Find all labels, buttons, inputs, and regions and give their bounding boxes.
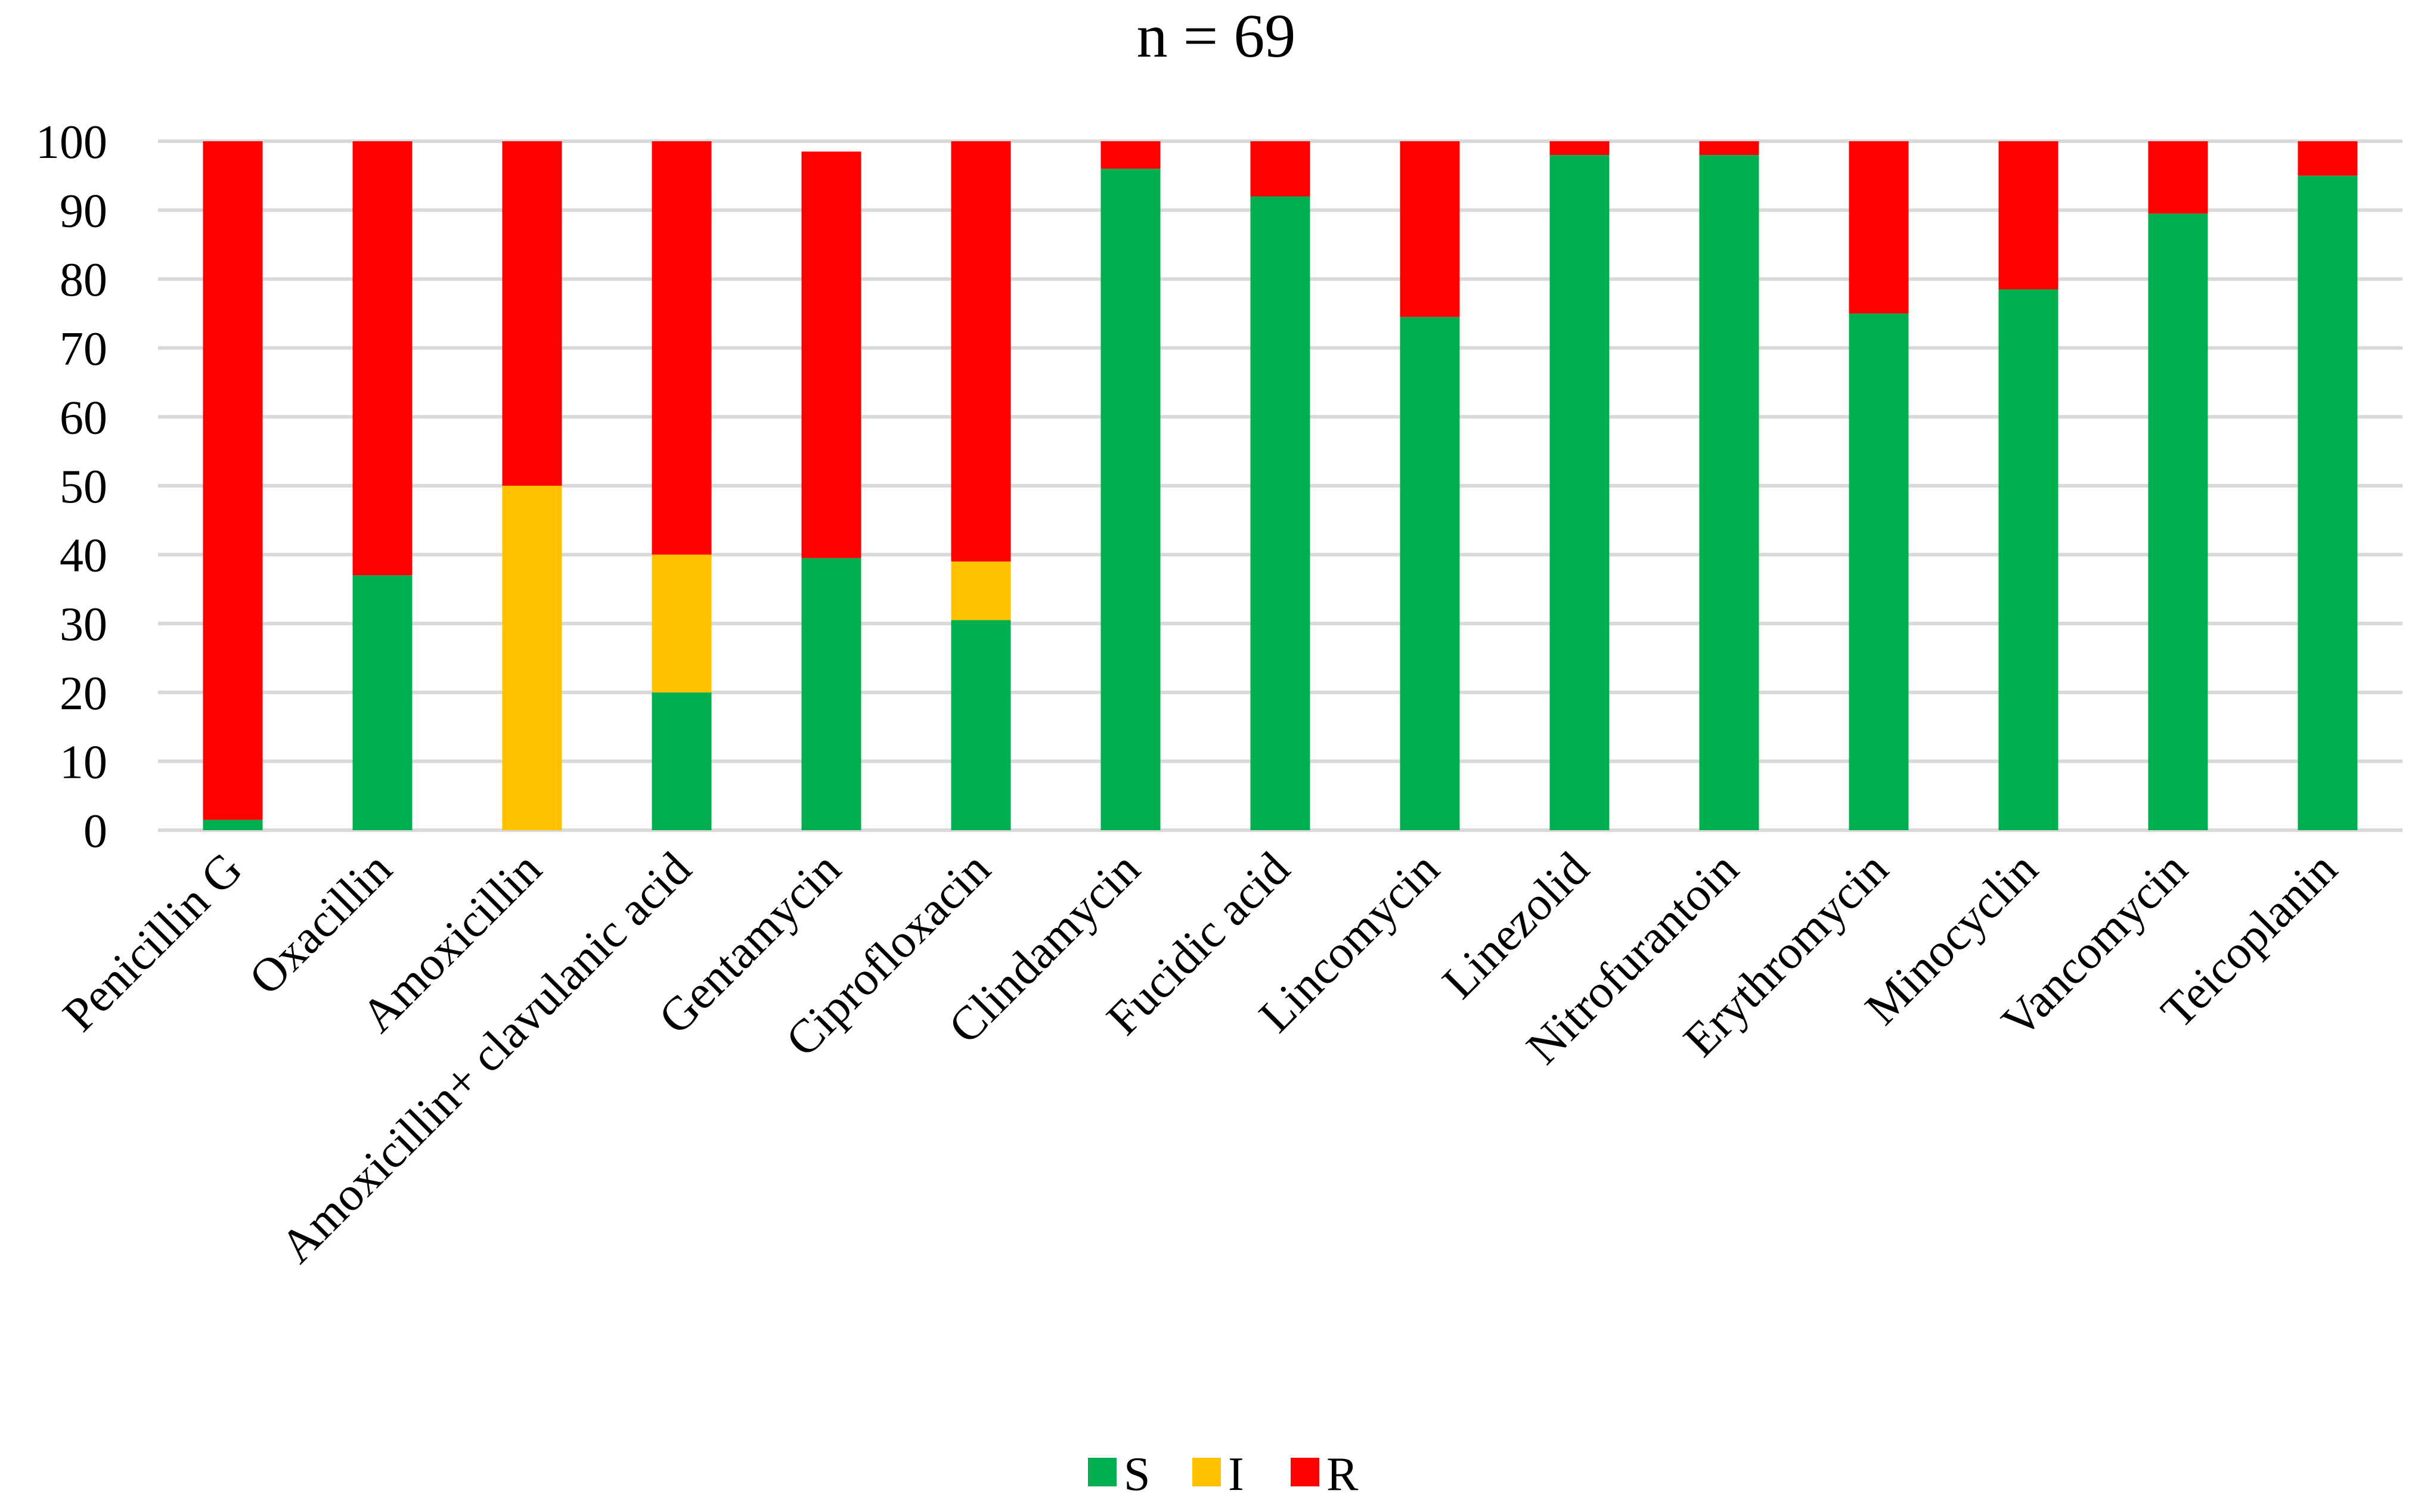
chart-title: n = 69 bbox=[1137, 2, 1296, 70]
y-tick-label-10: 10 bbox=[60, 736, 107, 788]
bar-penicillin-g-r bbox=[203, 141, 263, 820]
bar-penicillin-g-s bbox=[203, 819, 263, 830]
bar-ciprofloxacin-r bbox=[951, 141, 1011, 562]
bar-clindamycin-r bbox=[1100, 141, 1161, 169]
y-tick-label-60: 60 bbox=[60, 392, 107, 444]
bar-lincomycin-s bbox=[1400, 316, 1460, 830]
legend-swatch-s bbox=[1088, 1458, 1117, 1486]
bar-fucidic-acid-r bbox=[1250, 141, 1310, 197]
x-axis: Penicillin GOxacillinAmoxicillinAmoxicil… bbox=[53, 843, 2347, 1273]
bar-amoxicillin-i bbox=[502, 486, 562, 830]
bar-ciprofloxacin-s bbox=[951, 620, 1011, 830]
y-tick-label-100: 100 bbox=[36, 116, 107, 169]
bars bbox=[203, 141, 2358, 831]
y-tick-label-40: 40 bbox=[60, 530, 107, 582]
bar-nitrofurantoin-r bbox=[1699, 141, 1759, 156]
bar-minocyclin-r bbox=[1998, 141, 2058, 290]
bar-linezolid-r bbox=[1549, 141, 1610, 156]
bar-amoxicillin-clavulanic-acid-r bbox=[652, 141, 712, 555]
y-tick-label-90: 90 bbox=[60, 185, 107, 238]
y-tick-label-70: 70 bbox=[60, 323, 107, 375]
legend-label-i: I bbox=[1228, 1448, 1244, 1501]
bar-teicoplanin-r bbox=[2298, 141, 2358, 176]
bar-vancomycin-r bbox=[2148, 141, 2208, 214]
bar-minocyclin-s bbox=[1998, 289, 2058, 830]
bar-oxacillin-s bbox=[352, 575, 413, 830]
bar-teicoplanin-s bbox=[2298, 175, 2358, 830]
bar-erythromycin-r bbox=[1849, 141, 1909, 313]
bar-nitrofurantoin-s bbox=[1699, 155, 1759, 830]
y-tick-label-20: 20 bbox=[60, 667, 107, 720]
legend-label-s: S bbox=[1124, 1448, 1151, 1501]
legend-swatch-i bbox=[1192, 1458, 1221, 1486]
bar-lincomycin-r bbox=[1400, 141, 1460, 317]
legend-swatch-r bbox=[1291, 1458, 1319, 1486]
bar-gentamycin-s bbox=[801, 558, 861, 830]
bar-amoxicillin-clavulanic-acid-i bbox=[652, 554, 712, 693]
y-tick-label-30: 30 bbox=[60, 598, 107, 651]
bar-linezolid-s bbox=[1549, 155, 1610, 830]
y-tick-label-80: 80 bbox=[60, 254, 107, 306]
x-tick-label-penicillin-g: Penicillin G bbox=[53, 843, 252, 1042]
bar-amoxicillin-clavulanic-acid-s bbox=[652, 692, 712, 830]
bar-oxacillin-r bbox=[352, 141, 413, 576]
bar-gentamycin-r bbox=[801, 151, 861, 558]
y-axis: 0 10 20 30 40 50 60 70 80 90 100 bbox=[36, 116, 107, 858]
y-tick-label-0: 0 bbox=[83, 805, 107, 858]
bar-ciprofloxacin-i bbox=[951, 561, 1011, 620]
y-tick-label-50: 50 bbox=[60, 461, 107, 513]
legend-label-r: R bbox=[1326, 1448, 1359, 1501]
bar-erythromycin-s bbox=[1849, 313, 1909, 830]
bar-fucidic-acid-s bbox=[1250, 196, 1310, 831]
bar-amoxicillin-r bbox=[502, 141, 562, 486]
bar-clindamycin-s bbox=[1100, 169, 1161, 830]
bar-vancomycin-s bbox=[2148, 213, 2208, 830]
